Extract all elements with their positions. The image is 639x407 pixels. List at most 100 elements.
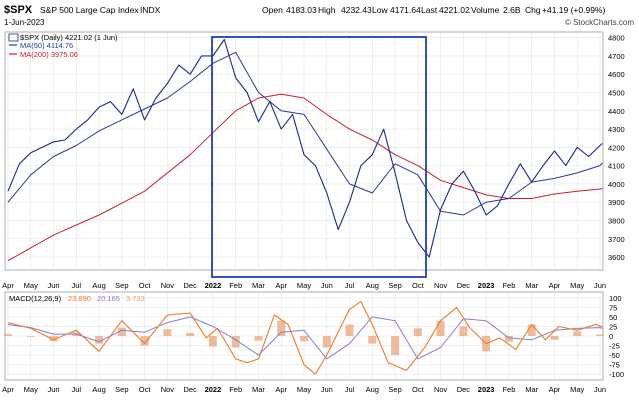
macd-hist-bar <box>4 334 12 336</box>
price-y-tick: 3700 <box>608 235 625 244</box>
macd-x-tick: May <box>297 385 311 394</box>
macd-x-tick: Oct <box>412 385 425 394</box>
macd-x-tick: 2023 <box>478 385 495 394</box>
ma200-line <box>7 93 603 262</box>
macd-x-tick: Mar <box>252 385 265 394</box>
macd-x-tick: Jun <box>594 385 606 394</box>
macd-hist-bar <box>231 336 240 348</box>
legend-price-swatch <box>8 33 19 42</box>
macd-hist-bar <box>436 320 445 336</box>
ma50-line <box>7 51 603 216</box>
price-x-tick: Aug <box>366 281 379 290</box>
index-name: S&P 500 Large Cap Index <box>40 5 139 15</box>
ohlc-last-label: Last <box>421 5 438 15</box>
macd-hist-bar <box>391 336 400 356</box>
macd-hist-bar <box>573 331 582 336</box>
macd-hist-bar <box>300 336 308 342</box>
price-y-tick: 4100 <box>608 162 625 171</box>
macd-y-tick: 75 <box>609 303 617 312</box>
macd-hist-bar <box>186 332 195 336</box>
macd-y-tick: -50 <box>609 351 620 360</box>
macd-legend-label: MACD(12,26,9) <box>9 294 62 303</box>
ohlc-open-label: Open <box>262 5 283 15</box>
brand-watermark: © StockCharts.com <box>565 18 634 27</box>
price-y-axis: 3600 3700 3800 3900 4000 4100 4200 4300 4400 4500… <box>608 34 625 262</box>
macd-x-tick: Jul <box>345 385 355 394</box>
exchange: INDX <box>140 5 161 15</box>
price-x-tick: 2022 <box>205 281 222 290</box>
ohlc-last: 4221.02 <box>439 5 470 15</box>
macd-x-tick: Apr <box>2 385 14 394</box>
macd-x-tick: Oct <box>139 385 152 394</box>
price-y-tick: 4000 <box>608 180 625 189</box>
macd-x-tick: Sep <box>388 385 401 394</box>
ohlc-high: 4232.43 <box>341 5 372 15</box>
price-x-tick: Apr <box>549 281 561 290</box>
ohlc-low: 4171.64 <box>390 5 421 15</box>
ohlc-open: 4183.03 <box>286 5 317 15</box>
macd-legend-hist: 3.733 <box>126 294 145 303</box>
price-x-tick: Oct <box>139 281 152 290</box>
macd-x-tick: Feb <box>502 385 515 394</box>
macd-x-tick: Feb <box>229 385 242 394</box>
chart-date: 1-Jun-2023 <box>4 18 45 27</box>
macd-hist-bar <box>254 336 263 341</box>
legend-ma50: MA(50) 4114.76 <box>20 41 73 50</box>
highlight-box <box>211 36 427 278</box>
price-x-tick: Jul <box>72 281 82 290</box>
price-y-tick: 4600 <box>608 70 625 79</box>
macd-x-tick: Nov <box>161 385 175 394</box>
macd-x-tick: May <box>570 385 584 394</box>
price-x-tick: Sep <box>115 281 128 290</box>
macd-legend-signal: 20.165 <box>97 294 120 303</box>
price-y-tick: 3600 <box>608 253 625 262</box>
price-x-tick: Oct <box>412 281 425 290</box>
price-x-tick: Mar <box>252 281 265 290</box>
price-x-tick: 2023 <box>478 281 495 290</box>
macd-hist-bar <box>596 334 604 336</box>
chg-label: Chg <box>525 5 541 15</box>
macd-series <box>7 301 603 375</box>
macd-y-tick: 25 <box>609 322 617 331</box>
price-legend: $SPX (Daily) 4221.02 (1 Jun) MA(50) 4114… <box>8 33 118 59</box>
macd-x-tick: Aug <box>366 385 379 394</box>
macd-hist-bar <box>163 329 172 336</box>
macd-hist-bar <box>504 336 513 342</box>
macd-hist-bar <box>345 324 354 336</box>
macd-hist-bar <box>368 336 377 344</box>
macd-y-tick: -25 <box>609 342 620 351</box>
price-x-tick: Nov <box>434 281 448 290</box>
spx-price-line <box>7 38 603 258</box>
macd-x-tick: Sep <box>115 385 128 394</box>
price-x-tick: Feb <box>229 281 242 290</box>
macd-x-tick: Apr <box>275 385 287 394</box>
price-y-tick: 3900 <box>608 198 625 207</box>
macd-x-tick: May <box>24 385 38 394</box>
macd-hist-bar <box>527 324 536 336</box>
price-y-tick: 3800 <box>608 216 625 225</box>
ohlc-low-label: Low <box>372 5 388 15</box>
macd-hist-bar <box>49 336 58 342</box>
macd-hist-bar <box>459 326 468 336</box>
price-x-tick: Dec <box>183 281 197 290</box>
legend-ma200: MA(200) 3975.06 <box>20 50 78 59</box>
macd-hist-bar <box>117 327 126 336</box>
macd-legend-value: 23.890 <box>68 294 91 303</box>
macd-hist-bar <box>26 336 35 337</box>
price-y-tick: 4300 <box>608 125 625 134</box>
price-x-tick: Jun <box>594 281 606 290</box>
macd-x-tick: Jun <box>321 385 333 394</box>
price-x-tick: Dec <box>457 281 471 290</box>
macd-x-tick: Jun <box>47 385 59 394</box>
macd-x-tick: Dec <box>457 385 471 394</box>
macd-hist-bar <box>413 328 422 336</box>
price-x-tick: Jun <box>321 281 333 290</box>
macd-x-tick: Jul <box>72 385 82 394</box>
macd-hist-bar <box>277 320 286 336</box>
macd-x-tick: Mar <box>525 385 538 394</box>
price-series <box>7 38 603 262</box>
price-grid <box>5 32 603 270</box>
macd-x-tick: Nov <box>434 385 448 394</box>
macd-hist-bar <box>208 336 217 347</box>
